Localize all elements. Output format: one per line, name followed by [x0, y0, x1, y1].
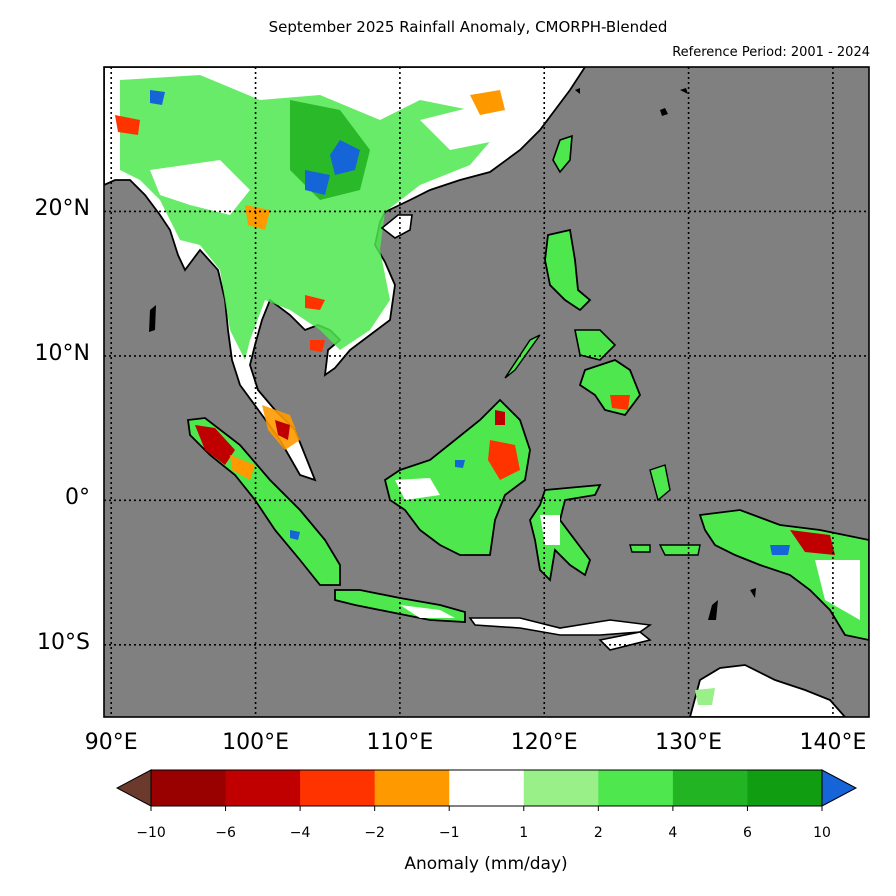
taiwan	[552, 134, 573, 174]
colorbar-bin	[523, 770, 599, 806]
colorbar-tick-label: 6	[742, 825, 752, 841]
lon-tick-label: 110°E	[366, 730, 434, 755]
colorbar-tick-label: −6	[215, 825, 236, 841]
borneo	[383, 398, 531, 556]
colorbar-bin	[374, 770, 450, 806]
colorbar-frame	[150, 769, 823, 807]
colorbar-bin	[151, 770, 227, 806]
lat-tick-label: 10°N	[34, 340, 90, 366]
lon-tick-label: 130°E	[655, 730, 723, 755]
lon-tick-label: 140°E	[799, 730, 867, 755]
gridlines	[104, 67, 869, 717]
lon-tick-label: 120°E	[510, 730, 578, 755]
lon-tick-label: 100°E	[222, 730, 289, 755]
colorbar-under-extension	[115, 769, 152, 807]
colorbar-tick-label: 2	[593, 825, 603, 841]
land-layer	[104, 67, 869, 717]
luzon	[544, 228, 592, 312]
colorbar-bin	[747, 770, 823, 806]
australia	[689, 664, 847, 717]
colorbar-tick-label: −2	[364, 825, 385, 841]
colorbar-tick-label: 4	[668, 825, 678, 841]
lat-tick-label: 0°	[65, 485, 90, 511]
map-frame	[103, 66, 870, 718]
lon-tick-label: 90°E	[84, 730, 138, 755]
colorbar-tick-label: −10	[136, 825, 166, 841]
colorbar-over-extension	[821, 769, 858, 807]
lat-tick-label: 10°S	[37, 629, 90, 655]
colorbar-bin	[598, 770, 674, 806]
colorbar-tick-label: −1	[438, 825, 460, 841]
colorbar-tick-label: 10	[813, 825, 831, 841]
colorbar	[115, 769, 858, 811]
colorbar-bin	[300, 770, 376, 806]
palawan	[504, 334, 541, 379]
reference-period: Reference Period: 2001 - 2024	[672, 45, 870, 60]
sulawesi	[529, 483, 602, 582]
map-title: September 2025 Rainfall Anomaly, CMORPH-…	[268, 18, 668, 36]
colorbar-label: Anomaly (mm/day)	[404, 854, 568, 874]
colorbar-tick-label: −4	[289, 825, 311, 841]
visayas	[574, 329, 617, 361]
colorbar-bin	[225, 770, 301, 806]
hainan	[380, 214, 413, 239]
colorbar-bin	[449, 770, 525, 806]
lat-tick-label: 20°N	[34, 196, 90, 222]
colorbar-bin	[672, 770, 748, 806]
colorbar-tick-label: 1	[519, 825, 529, 841]
